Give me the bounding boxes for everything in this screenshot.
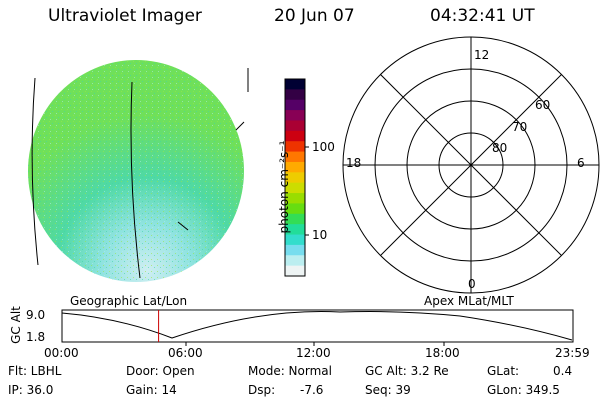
uv-disk-image xyxy=(28,60,249,282)
colorbar-segment xyxy=(285,244,305,256)
info-mode: Mode: Normal xyxy=(248,364,332,378)
x-tick-1800: 18:00 xyxy=(425,346,460,360)
colorbar-segment xyxy=(285,79,305,90)
colorbar-tick-100: 100 xyxy=(312,140,335,154)
info-glon: GLon: 349.5 xyxy=(487,383,560,397)
apex-label: Apex MLat/MLT xyxy=(424,294,514,308)
colorbar-segment xyxy=(285,224,305,236)
altitude-plot-frame xyxy=(61,309,574,343)
lat-label-60: 60 xyxy=(535,98,551,112)
colorbar-segment xyxy=(285,182,305,194)
x-tick-2359: 23:59 xyxy=(555,346,590,360)
colorbar-segment xyxy=(285,89,305,101)
info-gain: Gain: 14 xyxy=(126,383,177,397)
altitude-curve xyxy=(61,311,573,341)
colorbar-unit-label: photon cm⁻²s⁻¹ xyxy=(277,140,291,234)
info-ip: IP: 36.0 xyxy=(8,383,54,397)
info-door: Door: Open xyxy=(126,364,195,378)
info-glat: GLat: xyxy=(487,364,520,378)
lat-label-70: 70 xyxy=(512,120,528,134)
colorbar-segment xyxy=(285,161,305,173)
polar-mlt-grid xyxy=(342,36,600,294)
lat-label-80: 80 xyxy=(492,141,508,155)
x-tick-0000: 00:00 xyxy=(44,346,79,360)
x-tick-0600: 06:00 xyxy=(168,346,203,360)
colorbar-segment xyxy=(285,193,305,205)
colorbar-segment xyxy=(285,141,305,153)
colorbar-tick-10: 10 xyxy=(312,228,328,242)
info-glat-value: 0.4 xyxy=(553,364,573,378)
colorbar-segment xyxy=(285,213,305,225)
mlt-label-6: 6 xyxy=(577,156,585,170)
colorbar-segment xyxy=(285,172,305,184)
mlt-label-12: 12 xyxy=(474,48,490,62)
colorbar-segment xyxy=(285,130,305,142)
colorbar-segment xyxy=(285,234,305,246)
x-tick-1200: 12:00 xyxy=(296,346,331,360)
mlt-label-0: 0 xyxy=(468,277,476,291)
colorbar-segment xyxy=(285,255,305,267)
date-label: 20 Jun 07 xyxy=(274,6,355,26)
geographic-label: Geographic Lat/Lon xyxy=(70,294,188,308)
app-title: Ultraviolet Imager xyxy=(48,6,202,26)
color-scale-bar xyxy=(285,79,305,277)
info-seq: Seq: 39 xyxy=(365,383,411,397)
y-tick-9: 9.0 xyxy=(26,308,46,322)
info-flt: Flt: LBHL xyxy=(8,364,62,378)
colorbar-segment xyxy=(285,265,305,277)
mlt-label-18: 18 xyxy=(346,156,362,170)
y-tick-1-8: 1.8 xyxy=(26,330,46,344)
colorbar-segment xyxy=(285,120,305,132)
time-label: 04:32:41 UT xyxy=(430,6,535,26)
info-gc-alt: GC Alt: 3.2 Re xyxy=(365,364,449,378)
colorbar-segment xyxy=(285,99,305,111)
info-dsp-value: -7.6 xyxy=(300,383,324,397)
colorbar-segment xyxy=(285,203,305,215)
colorbar-segment xyxy=(285,110,305,122)
colorbar-segment xyxy=(285,151,305,163)
gc-alt-axis-title: GC Alt xyxy=(9,306,23,344)
info-dsp: Dsp: xyxy=(248,383,276,397)
